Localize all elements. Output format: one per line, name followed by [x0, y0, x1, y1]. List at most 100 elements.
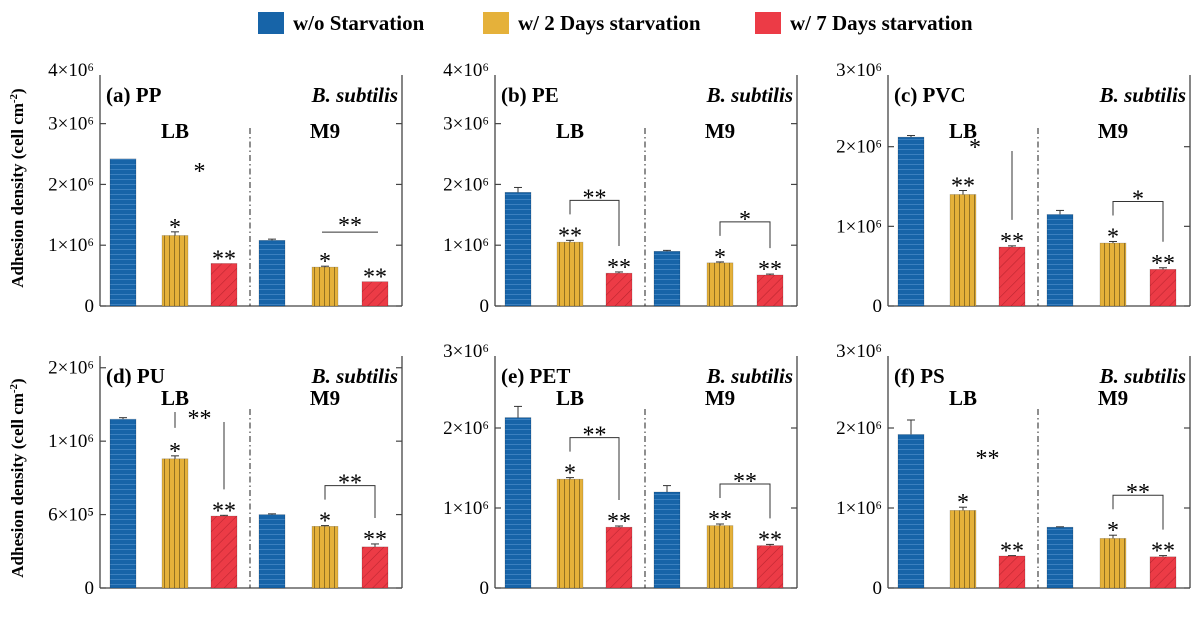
y-axis-label-sup: -2 [8, 93, 20, 103]
bar-yellow [1099, 538, 1127, 589]
comparison-mark: * [194, 159, 206, 185]
significance-mark: ** [951, 174, 975, 200]
y-tick-label: 3×10⁶ [443, 114, 489, 135]
bar-yellow [706, 262, 734, 307]
y-tick-label: 2×10⁶ [836, 418, 882, 439]
y-tick-label: 0 [480, 296, 490, 317]
y-axis-label-bottom: Adhesion density (cell cm-2) [8, 378, 27, 577]
y-tick-label: 3×10⁶ [836, 341, 882, 362]
comparison-mark: ** [338, 471, 362, 497]
significance-mark: * [564, 461, 576, 487]
bar-red [361, 281, 389, 307]
comparison-mark: ** [733, 469, 757, 495]
panels: 0 1×10⁶ 2×10⁶ 3×10⁶ 4×10⁶ (a) PP B. subtilis LB… [48, 60, 1191, 599]
bar-red [756, 545, 784, 589]
legend-swatch-yellow [483, 12, 509, 34]
y-tick-label: 0 [480, 578, 490, 599]
y-tick-label: 0 [85, 578, 95, 599]
comparison-bracket [719, 221, 771, 249]
y-tick-label: 1×10⁶ [443, 235, 489, 256]
significance-mark: ** [1000, 539, 1024, 565]
bar-yellow [161, 235, 189, 307]
significance-mark: ** [212, 246, 236, 272]
bar-yellow [706, 525, 734, 589]
significance-mark: ** [558, 223, 582, 249]
group-label-lb: LB [949, 119, 977, 143]
organism-label: B. subtilis [311, 83, 398, 107]
significance-mark: ** [363, 265, 387, 291]
comparison-mark: ** [188, 406, 212, 432]
significance-mark: ** [607, 255, 631, 281]
y-axis-label-close: ) [8, 88, 27, 94]
y-tick-label: 3×10⁶ [48, 114, 94, 135]
group-label-lb: LB [161, 386, 189, 410]
group-label-lb: LB [949, 386, 977, 410]
comparison-bracket [1112, 494, 1164, 530]
significance-mark: ** [1151, 251, 1175, 277]
group-label-m9: M9 [1098, 119, 1128, 143]
bar-blue [897, 434, 925, 589]
bar-blue [897, 136, 925, 307]
bar-yellow [949, 194, 977, 307]
bar-blue [1046, 526, 1074, 589]
y-tick-label: 0 [873, 296, 883, 317]
bar-blue [1046, 214, 1074, 307]
group-label-m9: M9 [705, 119, 735, 143]
panel-app: 0 1×10⁶ 2×10⁶ 3×10⁶ 4×10⁶ (a) PP B. subtilis LB… [48, 60, 403, 317]
bar-yellow [556, 241, 584, 307]
bar-red [210, 515, 238, 589]
bar-blue [653, 491, 681, 589]
significance-mark: ** [1000, 229, 1024, 255]
group-label-lb: LB [556, 386, 584, 410]
y-tick-label: 4×10⁶ [48, 60, 94, 81]
comparison-mark: ** [338, 213, 362, 239]
y-tick-label: 1×10⁶ [48, 235, 94, 256]
comparison-bracket [1112, 200, 1164, 242]
legend-swatch-blue [258, 12, 284, 34]
organism-label: B. subtilis [1099, 364, 1186, 388]
panel-title: (f) PS [894, 364, 945, 388]
y-axis-label-text: Adhesion density (cell cm [8, 393, 27, 578]
group-label-m9: M9 [310, 119, 340, 143]
legend-item-2-days-starvation: w/ 2 Days starvation [483, 11, 701, 35]
significance-mark: * [319, 509, 331, 535]
bar-red [210, 263, 238, 307]
legend-label: w/o Starvation [293, 11, 425, 35]
significance-mark: ** [758, 257, 782, 283]
bar-blue [109, 418, 137, 589]
bar-yellow [949, 510, 977, 589]
bar-red [756, 274, 784, 307]
panel-title: (b) PE [501, 83, 559, 107]
significance-mark: * [1107, 518, 1119, 544]
group-label-lb: LB [161, 119, 189, 143]
comparison-mark: * [969, 135, 981, 161]
bar-yellow [311, 266, 339, 307]
comparison-bracket [569, 437, 620, 500]
bar-yellow [1099, 242, 1127, 307]
y-tick-label: 2×10⁶ [836, 137, 882, 158]
group-label-m9: M9 [705, 386, 735, 410]
y-tick-label: 2×10⁶ [48, 174, 94, 195]
organism-label: B. subtilis [1099, 83, 1186, 107]
bar-yellow [161, 458, 189, 589]
group-label-m9: M9 [310, 386, 340, 410]
y-tick-label: 6×10⁵ [48, 505, 94, 526]
y-tick-label: 4×10⁶ [443, 60, 489, 81]
bar-blue [504, 417, 532, 589]
y-axis-label-close: ) [8, 378, 27, 384]
bar-red [1149, 556, 1177, 589]
y-axis-label-sup: -2 [8, 383, 20, 393]
significance-mark: * [169, 439, 181, 465]
significance-mark: * [714, 245, 726, 271]
comparison-mark: * [1132, 186, 1144, 212]
bar-red [605, 272, 633, 307]
group-label-m9: M9 [1098, 386, 1128, 410]
group-label-lb: LB [556, 119, 584, 143]
y-tick-label: 3×10⁶ [443, 341, 489, 362]
significance-mark: ** [1151, 539, 1175, 565]
comparison-mark: * [739, 207, 751, 233]
significance-mark: * [319, 249, 331, 275]
significance-mark: * [957, 490, 969, 516]
